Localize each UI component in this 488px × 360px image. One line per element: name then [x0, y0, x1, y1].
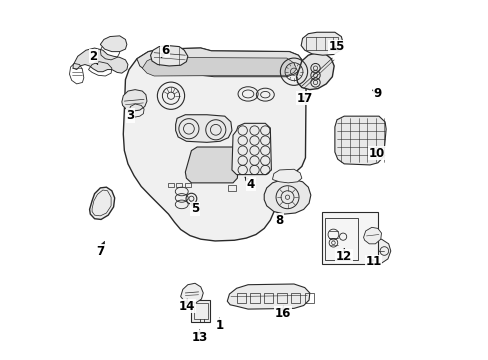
Bar: [321, 212, 378, 264]
Bar: [228, 185, 236, 192]
Text: 8: 8: [275, 213, 283, 227]
Polygon shape: [137, 48, 303, 77]
Polygon shape: [231, 123, 271, 175]
Polygon shape: [89, 187, 115, 220]
Polygon shape: [122, 90, 147, 111]
Polygon shape: [334, 116, 386, 165]
Text: 11: 11: [365, 255, 381, 268]
Polygon shape: [296, 53, 333, 90]
Bar: [277, 293, 286, 303]
Text: 15: 15: [328, 40, 345, 53]
Text: 9: 9: [372, 87, 381, 100]
Polygon shape: [364, 239, 390, 263]
Bar: [193, 303, 207, 319]
Polygon shape: [272, 169, 301, 183]
Text: 2: 2: [89, 50, 98, 64]
Bar: [304, 293, 313, 303]
Bar: [325, 219, 357, 260]
Polygon shape: [180, 283, 203, 303]
Bar: [305, 37, 337, 50]
Polygon shape: [185, 147, 239, 183]
Text: 3: 3: [126, 108, 134, 122]
Text: 12: 12: [335, 249, 351, 262]
Polygon shape: [73, 48, 128, 73]
Text: 13: 13: [191, 330, 207, 343]
Text: 14: 14: [179, 299, 195, 313]
Polygon shape: [123, 48, 305, 241]
Text: 7: 7: [96, 241, 104, 257]
Polygon shape: [301, 32, 343, 55]
Text: 5: 5: [190, 202, 199, 215]
Text: 1: 1: [215, 318, 223, 332]
Text: 16: 16: [274, 306, 291, 320]
Polygon shape: [227, 284, 309, 309]
Bar: [290, 293, 300, 303]
Text: 4: 4: [244, 177, 255, 191]
Bar: [250, 293, 259, 303]
Bar: [184, 183, 190, 187]
Polygon shape: [264, 179, 310, 214]
Polygon shape: [142, 57, 296, 76]
Polygon shape: [150, 45, 187, 66]
Bar: [191, 300, 210, 321]
Text: 6: 6: [161, 44, 169, 58]
Polygon shape: [175, 115, 231, 142]
Bar: [264, 293, 273, 303]
Text: 17: 17: [296, 92, 312, 105]
Bar: [176, 183, 182, 187]
Bar: [236, 293, 245, 303]
Bar: [168, 183, 174, 187]
Text: 10: 10: [368, 147, 385, 159]
Polygon shape: [100, 36, 126, 51]
Polygon shape: [363, 227, 381, 244]
